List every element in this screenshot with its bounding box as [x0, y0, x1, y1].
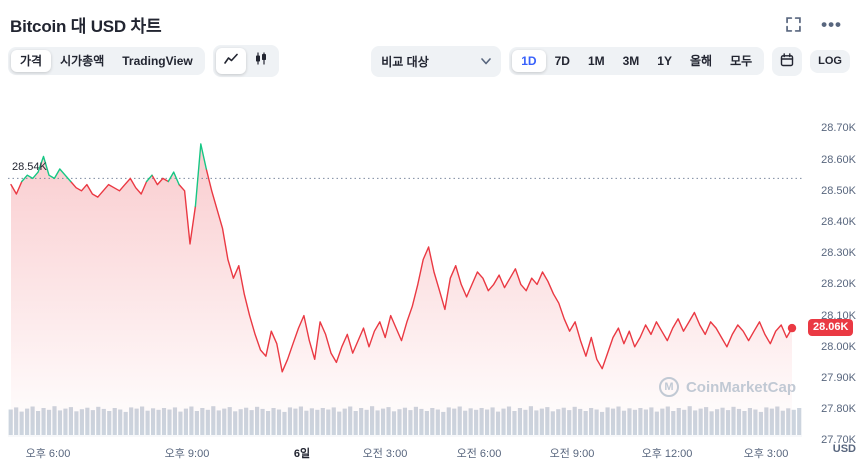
- price-tabs-group: 가격 시가총액 TradingView: [8, 47, 205, 75]
- x-tick-label: 오후 6:00: [25, 448, 71, 460]
- x-tick-label: 오전 3:00: [362, 448, 408, 460]
- price-line-series: [8, 143, 802, 437]
- chart-header: Bitcoin 대 USD 차트 •••: [0, 0, 860, 45]
- volume-bar: [8, 409, 13, 435]
- toolbar-right: 비교 대상 1D 7D 1M 3M 1Y 올해 모두: [371, 45, 850, 77]
- coinmarketcap-logo-icon: M: [658, 377, 679, 397]
- range-ytd-button[interactable]: 올해: [689, 54, 713, 68]
- y-tick-label: 28.40K: [821, 216, 856, 229]
- range-group: 1D 7D 1M 3M 1Y 올해 모두: [509, 47, 765, 75]
- y-tick-label: 28.30K: [821, 247, 856, 260]
- y-tick-label: 27.80K: [821, 403, 856, 416]
- header-actions: •••: [786, 14, 842, 34]
- chart-toolbar: 가격 시가총액 TradingView 비교 대상: [0, 45, 860, 77]
- candlestick-icon: [254, 52, 268, 70]
- x-tick-label: 오전 6:00: [456, 448, 502, 460]
- fullscreen-icon[interactable]: [786, 17, 801, 32]
- tab-price[interactable]: 가격: [11, 50, 52, 72]
- x-tick-label: 6일: [293, 448, 311, 460]
- chart-type-group: [212, 45, 279, 77]
- y-tick-label: 28.00K: [821, 340, 856, 353]
- y-tick-label: 28.70K: [821, 122, 856, 135]
- tab-marketcap[interactable]: 시가총액: [60, 54, 105, 68]
- chevron-down-icon: [481, 54, 492, 68]
- previous-close-label: 28.54K: [12, 161, 47, 174]
- compare-dropdown[interactable]: 비교 대상: [371, 45, 502, 77]
- range-7d-button[interactable]: 7D: [554, 54, 570, 68]
- y-tick-label: 28.10K: [821, 309, 856, 322]
- range-1d-button[interactable]: 1D: [512, 50, 546, 72]
- x-tick-label: 오후 3:00: [743, 448, 789, 460]
- line-chart-icon: [223, 52, 238, 70]
- y-axis-unit-label: USD: [832, 443, 856, 455]
- x-tick-label: 오후 9:00: [164, 448, 210, 460]
- range-3m-button[interactable]: 3M: [622, 54, 640, 68]
- y-tick-label: 28.50K: [821, 184, 856, 197]
- calendar-icon: [780, 52, 794, 70]
- price-area-fill: [11, 144, 792, 435]
- volume-bar: [791, 409, 796, 435]
- price-line-up: [21, 143, 207, 208]
- x-tick-label: 오후 12:00: [641, 448, 693, 460]
- y-tick-label: 28.60K: [821, 153, 856, 166]
- y-tick-label: 27.90K: [821, 372, 856, 385]
- line-chart-type-button[interactable]: [215, 48, 246, 74]
- price-line-down: [10, 168, 793, 373]
- coinmarketcap-watermark-text: CoinMarketCap: [685, 378, 796, 396]
- volume-bar: [797, 408, 802, 435]
- last-price-dot: [787, 323, 797, 333]
- page-title: Bitcoin 대 USD 차트: [10, 17, 162, 36]
- y-tick-label: 27.70K: [821, 434, 856, 447]
- x-tick-label: 오전 9:00: [549, 448, 595, 460]
- candlestick-chart-type-button[interactable]: [246, 48, 276, 74]
- compare-dropdown-label: 비교 대상: [381, 54, 429, 69]
- x-axis: 오후 6:00 오후 9:00 6일 오전 3:00 오전 6:00 오전 9:00 오후 …: [8, 443, 802, 463]
- log-scale-button[interactable]: LOG: [810, 49, 850, 73]
- range-1y-button[interactable]: 1Y: [657, 54, 672, 68]
- chart-plot-area[interactable]: [8, 91, 802, 441]
- tab-tradingview[interactable]: TradingView: [122, 54, 193, 68]
- date-picker-button[interactable]: [772, 46, 803, 76]
- range-all-button[interactable]: 모두: [730, 54, 753, 68]
- range-1m-button[interactable]: 1M: [587, 54, 605, 68]
- coinmarketcap-watermark: M CoinMarketCap: [658, 377, 796, 397]
- more-options-icon[interactable]: •••: [821, 14, 842, 34]
- price-chart: USD 28.70K 28.60K 28.50K 28.40K 28.30K 28.20K…: [8, 91, 856, 455]
- y-axis: USD 28.70K 28.60K 28.50K 28.40K 28.30K 28.20K…: [802, 91, 860, 457]
- y-tick-label: 28.20K: [821, 278, 856, 291]
- current-price-badge: 28.06K: [808, 319, 854, 337]
